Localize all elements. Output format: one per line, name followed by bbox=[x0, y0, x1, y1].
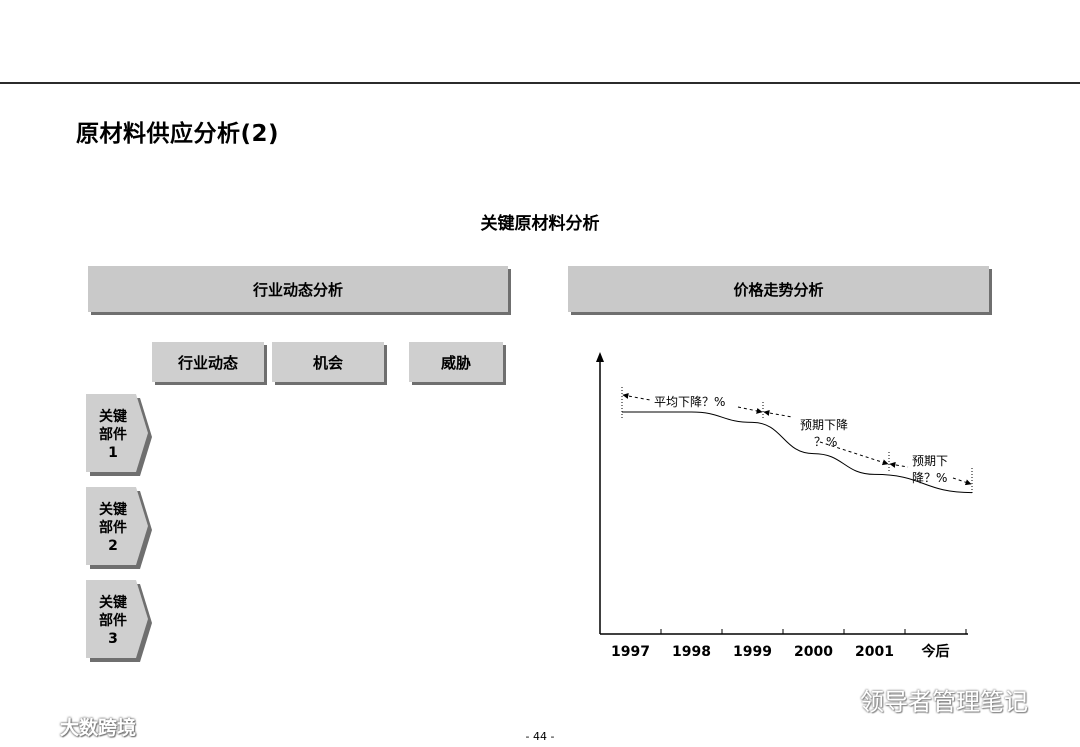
row-label-arrow-shape bbox=[86, 394, 152, 476]
row-label-line1: 关键 bbox=[99, 409, 127, 425]
price-trend-chart: 1997 1998 1999 2000 2001 今后 平均下降？% 预期下降 ？% 预期… bbox=[596, 352, 973, 660]
price-trend-header: 价格走势分析 bbox=[568, 266, 989, 312]
row-label-line2: 部件 bbox=[99, 613, 127, 629]
annotation-1-text: 平均下降？% bbox=[654, 395, 725, 409]
column-threats: 威胁 bbox=[409, 342, 503, 382]
page-title: 原材料供应分析(2) bbox=[76, 121, 280, 147]
row-label-line2: 部件 bbox=[99, 520, 127, 536]
column-industry-trends: 行业动态 bbox=[152, 342, 264, 382]
watermark-right-text: 领导者管理笔记 bbox=[860, 688, 1028, 716]
price-series-line bbox=[622, 411, 973, 494]
x-tick-label: 2000 bbox=[794, 644, 833, 660]
row-label-number: 3 bbox=[108, 631, 118, 647]
row-label-line1: 关键 bbox=[99, 502, 127, 518]
column-opportunities: 机会 bbox=[272, 342, 384, 382]
annotation-2-line1: 预期下降 bbox=[800, 418, 848, 432]
x-tick-label: 1997 bbox=[611, 644, 650, 660]
row-label-line2: 部件 bbox=[99, 427, 127, 443]
row-label-arrow-shape bbox=[86, 487, 152, 569]
row-label-line1: 关键 bbox=[99, 595, 127, 611]
row-key-component-2: 关键 部件 2 bbox=[86, 487, 152, 569]
row-key-component-3: 关键 部件 3 bbox=[86, 580, 152, 662]
annotation-3-arrow-left bbox=[889, 461, 909, 468]
row-label-number: 1 bbox=[108, 445, 118, 461]
x-tick-label: 1999 bbox=[733, 644, 772, 660]
x-tick-label: 2001 bbox=[855, 644, 894, 660]
x-tick-label: 今后 bbox=[921, 643, 950, 660]
page-number: - 44 - bbox=[525, 730, 555, 743]
wechat-icon bbox=[812, 686, 852, 713]
watermark-left-text: 大数跨境 bbox=[60, 717, 137, 739]
annotation-3-arrow-right bbox=[952, 477, 972, 486]
watermark-left: 大数跨境 bbox=[14, 713, 136, 740]
annotation-2-line2: ？% bbox=[814, 435, 837, 449]
row-key-component-1: 关键 部件 1 bbox=[86, 394, 152, 476]
annotation-2-arrow-left bbox=[763, 409, 793, 418]
industry-analysis-header: 行业动态分析 bbox=[88, 266, 508, 312]
x-tick-label: 1998 bbox=[672, 644, 711, 660]
row-label-number: 2 bbox=[108, 538, 118, 554]
y-axis-arrowhead bbox=[596, 352, 604, 362]
top-divider bbox=[0, 82, 1080, 84]
watermark-right: 领导者管理笔记 bbox=[812, 682, 1028, 717]
annotation-1-arrow-right bbox=[737, 406, 763, 414]
logo-icon bbox=[15, 717, 54, 735]
section-title: 关键原材料分析 bbox=[480, 214, 600, 234]
annotation-1-arrow-left bbox=[622, 393, 651, 401]
annotation-3-line2: 降？% bbox=[912, 471, 947, 485]
annotation-3-line1: 预期下 bbox=[912, 454, 948, 468]
row-label-arrow-shape bbox=[86, 580, 152, 662]
